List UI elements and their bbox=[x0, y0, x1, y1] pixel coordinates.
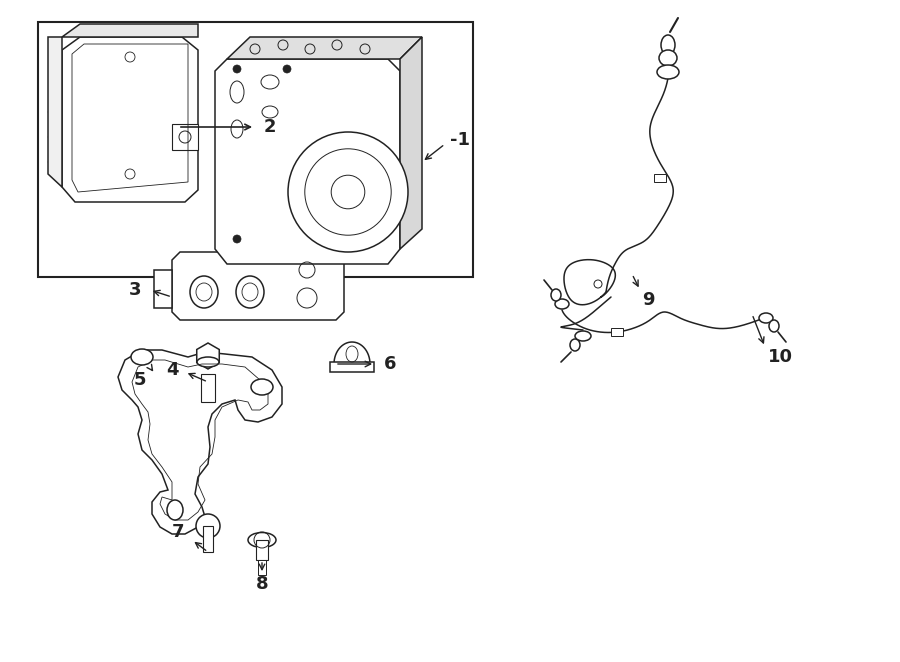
Polygon shape bbox=[400, 37, 422, 249]
Ellipse shape bbox=[759, 313, 773, 323]
Text: 8: 8 bbox=[256, 575, 268, 593]
Ellipse shape bbox=[570, 339, 580, 351]
Ellipse shape bbox=[575, 331, 591, 341]
Polygon shape bbox=[118, 350, 282, 534]
Text: 2: 2 bbox=[264, 118, 276, 136]
Ellipse shape bbox=[555, 299, 569, 309]
Circle shape bbox=[233, 235, 241, 243]
Polygon shape bbox=[197, 343, 220, 369]
Text: 4: 4 bbox=[166, 361, 178, 379]
Text: 5: 5 bbox=[134, 371, 147, 389]
Polygon shape bbox=[62, 37, 198, 202]
Bar bbox=[38, 22, 473, 277]
Text: 7: 7 bbox=[172, 523, 184, 541]
Bar bbox=[330, 362, 374, 372]
Bar bbox=[201, 374, 215, 402]
Circle shape bbox=[283, 65, 291, 73]
Polygon shape bbox=[172, 252, 344, 320]
Polygon shape bbox=[172, 124, 198, 150]
Text: 6: 6 bbox=[383, 355, 396, 373]
Ellipse shape bbox=[248, 532, 276, 547]
Ellipse shape bbox=[769, 320, 779, 332]
Ellipse shape bbox=[659, 50, 677, 66]
Bar bbox=[203, 526, 213, 552]
Polygon shape bbox=[215, 59, 400, 264]
Bar bbox=[611, 328, 623, 336]
Circle shape bbox=[196, 514, 220, 538]
Ellipse shape bbox=[197, 357, 219, 367]
Polygon shape bbox=[48, 37, 62, 187]
Circle shape bbox=[233, 65, 241, 73]
Polygon shape bbox=[334, 342, 370, 364]
Polygon shape bbox=[227, 37, 422, 59]
Text: -1: -1 bbox=[450, 131, 470, 149]
Ellipse shape bbox=[251, 379, 273, 395]
Bar bbox=[654, 174, 666, 182]
Text: 3: 3 bbox=[129, 281, 141, 299]
Text: 9: 9 bbox=[642, 291, 654, 309]
Bar bbox=[258, 560, 266, 575]
Bar bbox=[256, 540, 268, 560]
Ellipse shape bbox=[167, 500, 183, 520]
Ellipse shape bbox=[551, 289, 561, 301]
Ellipse shape bbox=[131, 349, 153, 365]
Text: 10: 10 bbox=[768, 348, 793, 366]
Polygon shape bbox=[62, 24, 198, 37]
Polygon shape bbox=[154, 270, 172, 308]
Circle shape bbox=[288, 132, 408, 252]
Ellipse shape bbox=[657, 65, 679, 79]
Ellipse shape bbox=[661, 35, 675, 55]
